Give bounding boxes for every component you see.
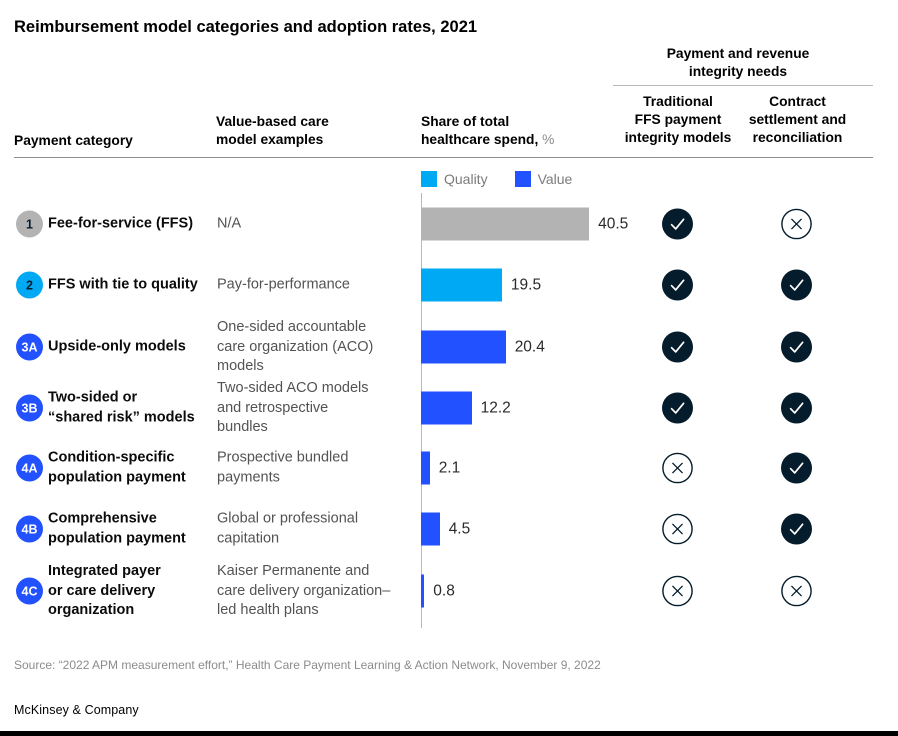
check-icon [781,452,812,484]
header-divider [14,157,873,158]
source-note: Source: “2022 APM measurement effort,” H… [14,658,601,672]
x-icon [662,575,693,607]
category-number-badge: 3A [16,333,43,361]
check-icon [781,513,812,545]
legend-item: Value [514,171,573,187]
model-example-text: Prospective bundled payments [217,449,349,486]
payment-category-label: Integrated payer or care delivery organi… [48,562,161,618]
payment-row: 2 FFS with tie to quality Pay-for-perfor… [0,254,898,316]
category-number-badge: 4B [16,515,43,543]
header-spend-label: Share of total healthcare spend, [421,114,539,147]
spend-value-label: 20.4 [514,338,545,355]
category-number-badge: 1 [16,210,43,238]
payment-row: 1 Fee-for-service (FFS) N/A 40.5 [0,193,898,255]
header-traditional-ffs: Traditional FFS payment integrity models [624,94,732,145]
header-spend: Share of total healthcare spend, % [421,113,554,149]
spend-value-label: 40.5 [598,215,629,232]
legend-item: Quality [421,171,488,187]
x-icon [662,513,693,545]
spend-value-label: 0.8 [433,582,455,599]
x-icon [781,575,812,607]
check-icon [662,331,693,363]
spend-value-label: 12.2 [480,399,511,416]
payment-row: 3B Two-sided or “shared risk” models Two… [0,377,898,439]
model-example-text: Two-sided ACO models and retrospective b… [217,379,369,435]
check-icon [781,392,812,424]
spend-bar [421,512,440,546]
header-integrity-group: Payment and revenue integrity needs [666,46,810,79]
payment-category-label: FFS with tie to quality [48,276,198,293]
header-spend-unit: % [542,132,555,147]
payment-row: 4B Comprehensive population payment Glob… [0,498,898,560]
payment-category-label: Comprehensive population payment [48,510,186,547]
integrity-group-rule [613,85,873,86]
check-icon [662,269,693,301]
header-contract-settlement: Contract settlement and reconciliation [748,94,847,145]
header-model-examples: Value-based care model examples [216,114,329,147]
payment-row: 4A Condition-specific population payment… [0,437,898,499]
payment-row: 4C Integrated payer or care delivery org… [0,560,898,622]
spend-bar [421,574,425,608]
model-example-text: One-sided accountable care organization … [217,318,374,374]
spend-value-label: 4.5 [448,520,471,537]
model-example-text: Global or professional capitation [217,510,359,547]
model-example-text: N/A [217,215,242,232]
page-title: Reimbursement model categories and adopt… [14,18,478,36]
category-number-badge: 4C [16,577,43,605]
category-number-badge: 3B [16,394,43,422]
legend-swatch-icon [421,171,437,187]
spend-value-label: 19.5 [510,276,542,293]
category-number-badge: 2 [16,271,43,299]
model-example-text: Pay-for-performance [217,276,350,293]
spend-bar [421,391,472,425]
check-icon [781,269,812,301]
payment-category-label: Fee-for-service (FFS) [48,215,194,232]
legend-label: Value [537,171,573,187]
check-icon [781,331,812,363]
spend-bar [421,330,506,364]
x-icon [781,208,812,240]
x-icon [662,452,693,484]
model-example-text: Kaiser Permanente and care delivery orga… [217,562,391,618]
bottom-rule [0,731,898,736]
chart-legend: Quality Value [421,171,590,187]
spend-value-label: 2.1 [438,459,461,476]
payment-row: 3A Upside-only models One-sided accounta… [0,316,898,378]
check-icon [662,392,693,424]
check-icon [662,208,693,240]
spend-bar [421,268,502,302]
mckinsey-wordmark: McKinsey & Company [14,703,139,717]
payment-category-label: Condition-specific population payment [48,449,186,486]
spend-bar [421,207,590,241]
category-number-badge: 4A [16,454,43,482]
payment-category-label: Two-sided or “shared risk” models [48,389,195,426]
header-payment-category: Payment category [14,133,133,148]
spend-bar [421,451,430,485]
legend-swatch-icon [514,171,531,187]
payment-category-label: Upside-only models [48,338,186,355]
legend-label: Quality [444,171,488,187]
